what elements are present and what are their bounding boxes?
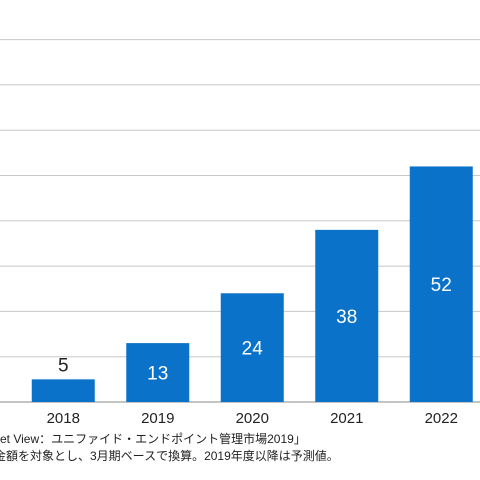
bar-2018 (31, 379, 95, 402)
data-labels: 5 13 24 38 52 (58, 275, 452, 384)
x-tick-2020: 2020 (236, 410, 269, 427)
bar-2019 (126, 343, 190, 402)
data-label-2018: 5 (58, 355, 69, 376)
bar-2022 (409, 166, 473, 402)
bar-chart: 5 13 24 38 52 2018 2019 2020 2021 2022 (0, 39, 480, 427)
source-note: ket View：ユニファイド・エンドポイント管理市場2019」 (0, 432, 306, 446)
data-label-2021: 38 (336, 307, 357, 328)
x-tick-labels: 2018 2019 2020 2021 2022 (47, 410, 458, 427)
bar-2020 (220, 293, 284, 402)
data-label-2022: 52 (431, 275, 452, 296)
x-tick-2021: 2021 (330, 410, 363, 427)
chart-notes: ket View：ユニファイド・エンドポイント管理市場2019」 金額を対象とし… (0, 431, 480, 465)
x-tick-2022: 2022 (425, 410, 458, 427)
basis-note: 金額を対象とし、3月期ベースで換算。2019年度以降は予測値。 (0, 449, 339, 463)
x-tick-2018: 2018 (47, 410, 80, 427)
bar-2021 (315, 229, 379, 402)
data-label-2019: 13 (147, 364, 168, 385)
bars (31, 166, 473, 402)
x-tick-2019: 2019 (141, 410, 174, 427)
data-label-2020: 24 (242, 339, 264, 360)
